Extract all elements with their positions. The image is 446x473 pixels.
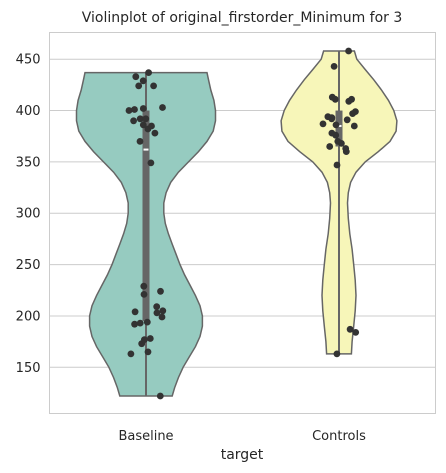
data-point — [326, 143, 334, 150]
x-tick-label: Controls — [312, 429, 366, 444]
data-point — [333, 350, 341, 358]
data-point — [142, 115, 150, 123]
data-point — [352, 108, 359, 115]
data-point — [345, 47, 352, 55]
data-point — [334, 138, 342, 145]
data-point — [140, 282, 148, 290]
data-point — [153, 309, 161, 317]
data-point — [135, 82, 143, 90]
y-tick-label: 300 — [16, 207, 41, 222]
data-point — [352, 329, 360, 336]
data-point — [132, 73, 140, 81]
iqr-box — [142, 110, 150, 322]
iqr-box — [335, 110, 343, 147]
x-axis-label: target — [221, 447, 264, 463]
data-point — [147, 159, 155, 167]
y-tick-labels: 150 200 250 300 350 400 450 — [16, 53, 41, 376]
data-point — [330, 63, 338, 70]
data-point — [136, 138, 144, 145]
data-point — [141, 336, 148, 343]
data-point — [156, 392, 164, 400]
data-point — [159, 104, 166, 111]
data-point — [324, 113, 332, 121]
data-point — [131, 106, 138, 113]
data-point — [319, 120, 327, 128]
data-point — [343, 116, 351, 124]
y-tick-label: 200 — [16, 309, 41, 324]
data-point — [350, 122, 358, 130]
data-point — [136, 319, 144, 327]
y-tick-label: 450 — [16, 53, 41, 68]
data-point — [153, 303, 161, 311]
data-point — [332, 121, 340, 129]
data-point — [144, 348, 152, 356]
data-point — [328, 93, 336, 101]
data-point — [342, 145, 350, 152]
violins — [75, 47, 398, 400]
data-point — [333, 161, 341, 169]
data-point — [136, 115, 144, 123]
data-point — [157, 287, 164, 295]
data-point — [139, 77, 147, 85]
chart-title: Violinplot of original_firstorder_Minimu… — [82, 10, 403, 26]
data-point — [348, 95, 355, 103]
data-point — [158, 313, 166, 321]
plot-frame — [49, 32, 436, 414]
y-tick-label: 250 — [16, 258, 41, 273]
data-point — [140, 291, 148, 298]
y-tick-label: 400 — [16, 104, 41, 119]
data-point — [131, 320, 139, 328]
data-point — [146, 335, 154, 342]
data-point — [143, 318, 151, 326]
data-point — [148, 122, 155, 130]
data-point — [139, 105, 147, 112]
x-tick-labels: Baseline Controls — [118, 429, 366, 444]
data-point — [346, 325, 354, 333]
data-point — [131, 308, 139, 316]
data-point — [159, 307, 167, 315]
data-point — [150, 82, 158, 90]
data-point — [125, 107, 133, 114]
y-tick-label: 350 — [16, 155, 41, 170]
data-point — [130, 117, 138, 125]
data-point — [151, 129, 159, 137]
data-point — [145, 69, 153, 76]
data-point — [127, 350, 135, 358]
data-point — [328, 129, 336, 137]
data-point — [139, 121, 147, 129]
y-tick-label: 150 — [16, 361, 41, 376]
x-tick-label: Baseline — [118, 429, 173, 444]
